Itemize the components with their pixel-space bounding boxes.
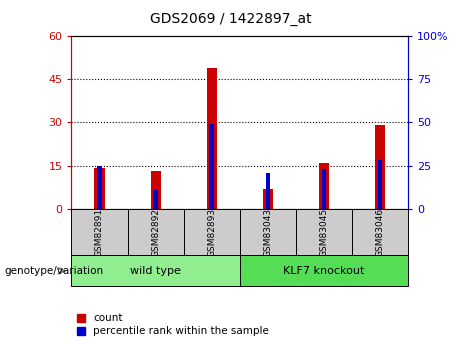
Text: GSM83043: GSM83043 xyxy=(263,207,272,257)
Bar xyxy=(154,190,158,209)
Bar xyxy=(352,209,408,255)
Bar xyxy=(71,255,240,286)
Text: KLF7 knockout: KLF7 knockout xyxy=(283,266,365,276)
Bar xyxy=(266,172,270,209)
Bar xyxy=(296,209,352,255)
Text: GSM82893: GSM82893 xyxy=(207,207,216,257)
Bar xyxy=(95,168,105,209)
Bar xyxy=(71,209,128,255)
Legend: count, percentile rank within the sample: count, percentile rank within the sample xyxy=(77,313,269,336)
Bar xyxy=(183,209,240,255)
Bar xyxy=(319,163,329,209)
Text: GSM83046: GSM83046 xyxy=(375,207,384,257)
Bar xyxy=(240,255,408,286)
Text: genotype/variation: genotype/variation xyxy=(5,266,104,276)
Bar xyxy=(240,209,296,255)
Bar xyxy=(378,160,382,209)
Bar xyxy=(207,68,217,209)
Text: GSM82892: GSM82892 xyxy=(151,207,160,257)
Bar xyxy=(209,124,214,209)
Text: wild type: wild type xyxy=(130,266,181,276)
Bar xyxy=(375,125,385,209)
Bar xyxy=(97,166,102,209)
Bar xyxy=(128,209,183,255)
Bar xyxy=(322,169,326,209)
Text: GDS2069 / 1422897_at: GDS2069 / 1422897_at xyxy=(150,12,311,26)
Bar xyxy=(151,171,160,209)
Text: GSM82891: GSM82891 xyxy=(95,207,104,257)
Text: GSM83045: GSM83045 xyxy=(319,207,328,257)
Bar xyxy=(263,189,273,209)
